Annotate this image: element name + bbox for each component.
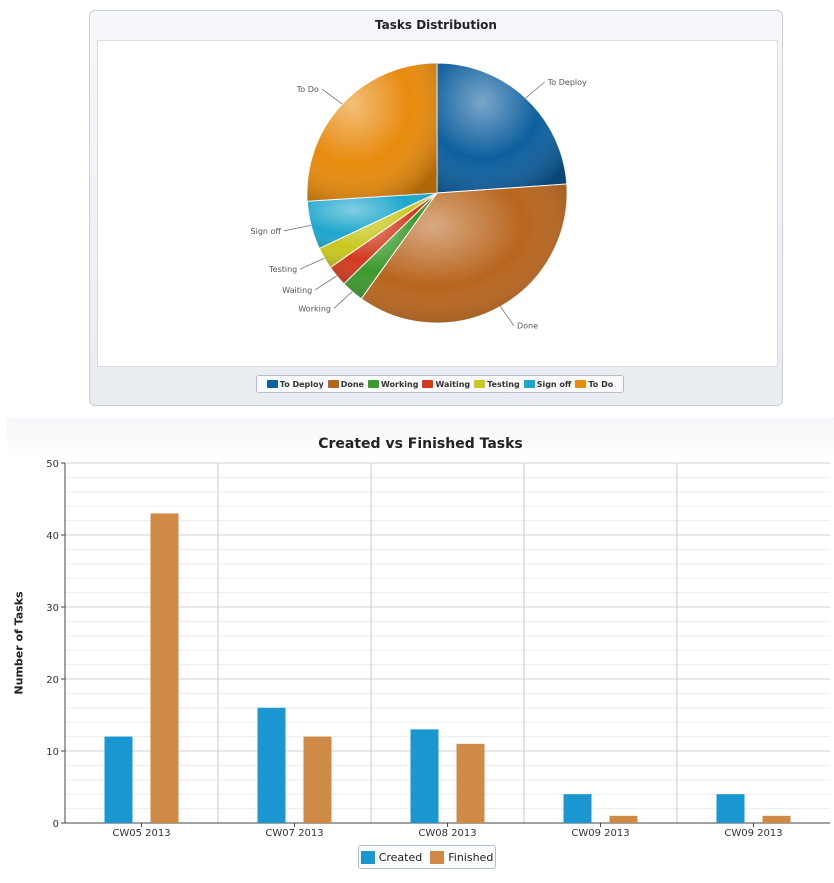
x-tick-label: CW08 2013 [418, 828, 476, 839]
pie-label-testing: Testing [268, 265, 297, 274]
legend-label: Created [378, 850, 423, 864]
pie-slice-done[interactable] [360, 183, 568, 324]
pie-label-to-do: To Do [296, 85, 319, 94]
y-tick-label: 40 [46, 531, 59, 542]
pie-leader-line [333, 291, 353, 309]
pie-slice-to-deploy[interactable] [436, 62, 568, 194]
legend-item-working[interactable]: Working [367, 379, 419, 389]
pie-leader-line [525, 81, 546, 99]
x-tick-label: CW05 2013 [112, 828, 170, 839]
x-tick-label: CW07 2013 [265, 828, 323, 839]
legend-label: Done [340, 379, 364, 389]
pie-slice-sign-off[interactable] [306, 192, 438, 250]
pie-label-sign-off: Sign off [251, 227, 282, 236]
y-tick-label: 30 [46, 603, 59, 614]
bar-finished-1[interactable] [150, 513, 179, 823]
pie-leader-line [283, 224, 312, 232]
bar-created-1[interactable] [104, 736, 133, 823]
bar-finished-2[interactable] [303, 736, 332, 823]
pie-leader-line [315, 275, 338, 291]
legend-label: To Do [588, 379, 614, 389]
bar-created-5[interactable] [716, 794, 745, 823]
pie-leader-line [500, 306, 515, 326]
y-tick-label: 10 [46, 747, 59, 758]
y-axis-label: Number of Tasks [12, 591, 26, 695]
legend-swatch [575, 380, 587, 388]
legend-label: Testing [487, 379, 520, 389]
legend-swatch [430, 850, 445, 864]
bar-created-3[interactable] [410, 729, 439, 823]
bar-created-2[interactable] [257, 707, 286, 823]
pie-leader-line [300, 257, 325, 270]
pie-chart-title: Tasks Distribution [375, 18, 497, 32]
legend-swatch [474, 380, 486, 388]
legend-label: Sign off [536, 379, 572, 389]
legend-label: Working [380, 379, 419, 389]
bar-legend: Created Finished [358, 845, 496, 869]
legend-item-created[interactable]: Created [360, 850, 423, 864]
x-tick-label: CW09 2013 [571, 828, 629, 839]
legend-item-sign-off[interactable]: Sign off [523, 379, 572, 389]
pie-leader-line [321, 88, 343, 105]
y-tick-label: 50 [46, 459, 59, 470]
y-tick-label: 0 [53, 819, 59, 830]
pie-slice-to-do[interactable] [306, 62, 438, 202]
pie-chart: To Deploy Done Working Waiting Testing Sign o… [251, 62, 587, 331]
y-tick-label: 20 [46, 675, 59, 686]
legend-item-done[interactable]: Done [327, 379, 364, 389]
legend-swatch [327, 380, 339, 388]
bar-created-4[interactable] [563, 794, 592, 823]
bar-finished-3[interactable] [456, 743, 485, 823]
legend-swatch [266, 380, 278, 388]
legend-label: Waiting [435, 379, 471, 389]
legend-swatch [360, 850, 375, 864]
pie-legend: To Deploy Done Working Waiting Testing Sign o… [256, 375, 624, 393]
bar-chart-title: Created vs Finished Tasks [318, 436, 523, 452]
bar-finished-4[interactable] [609, 815, 638, 823]
bar-plot-area [65, 463, 830, 823]
legend-swatch [367, 380, 379, 388]
legend-label: Finished [448, 850, 494, 864]
legend-item-testing[interactable]: Testing [474, 380, 520, 389]
pie-label-done: Done [517, 322, 538, 331]
pie-label-waiting: Waiting [282, 286, 312, 295]
legend-item-waiting[interactable]: Waiting [422, 380, 470, 389]
pie-label-working: Working [298, 304, 331, 313]
legend-label: To Deploy [279, 379, 324, 389]
bar-finished-5[interactable] [762, 815, 791, 823]
pie-label-to-deploy: To Deploy [547, 78, 587, 87]
legend-item-finished[interactable]: Finished [430, 850, 494, 864]
legend-swatch [422, 380, 434, 388]
x-tick-label: CW09 2013 [724, 828, 782, 839]
legend-swatch [523, 380, 535, 388]
legend-item-to-do[interactable]: To Do [575, 380, 613, 389]
legend-item-to-deploy[interactable]: To Deploy [266, 379, 324, 389]
